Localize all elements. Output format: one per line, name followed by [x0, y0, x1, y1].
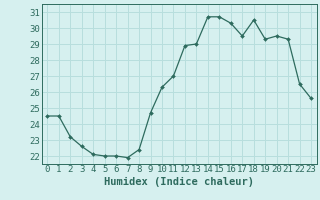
- X-axis label: Humidex (Indice chaleur): Humidex (Indice chaleur): [104, 177, 254, 187]
